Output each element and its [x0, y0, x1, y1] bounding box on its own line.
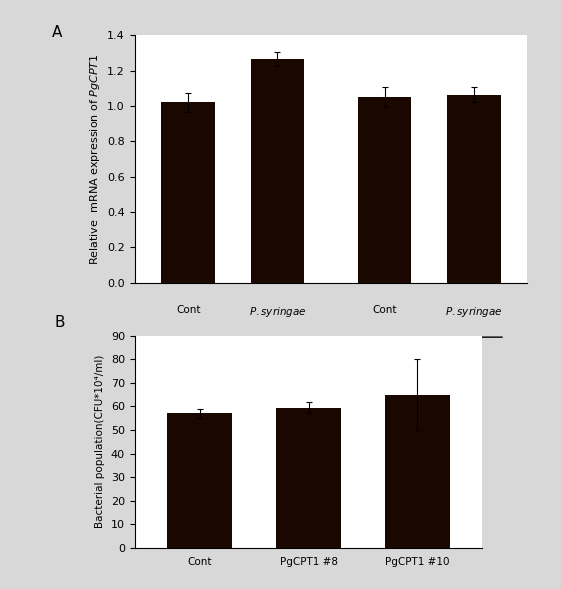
Bar [358, 97, 411, 283]
Text: $\it{P.syringae}$: $\it{P.syringae}$ [445, 305, 503, 319]
Text: B: B [54, 315, 65, 329]
Text: Cont: Cont [373, 305, 397, 315]
Bar [447, 94, 500, 283]
Bar [385, 395, 450, 548]
Y-axis label: Bacterial population(CFU*10⁴/ml): Bacterial population(CFU*10⁴/ml) [95, 355, 105, 528]
Text: 6 h: 6 h [224, 359, 242, 369]
Bar [167, 413, 232, 548]
Text: $\it{P.syringae}$: $\it{P.syringae}$ [249, 305, 306, 319]
Text: 24 h: 24 h [417, 359, 442, 369]
Y-axis label: Relative  mRNA expression of $\it{PgCPT1}$: Relative mRNA expression of $\it{PgCPT1}… [88, 53, 102, 265]
Bar [276, 408, 341, 548]
Text: A: A [52, 25, 62, 41]
Bar [251, 59, 304, 283]
Text: Cont: Cont [176, 305, 200, 315]
Bar [162, 102, 215, 283]
